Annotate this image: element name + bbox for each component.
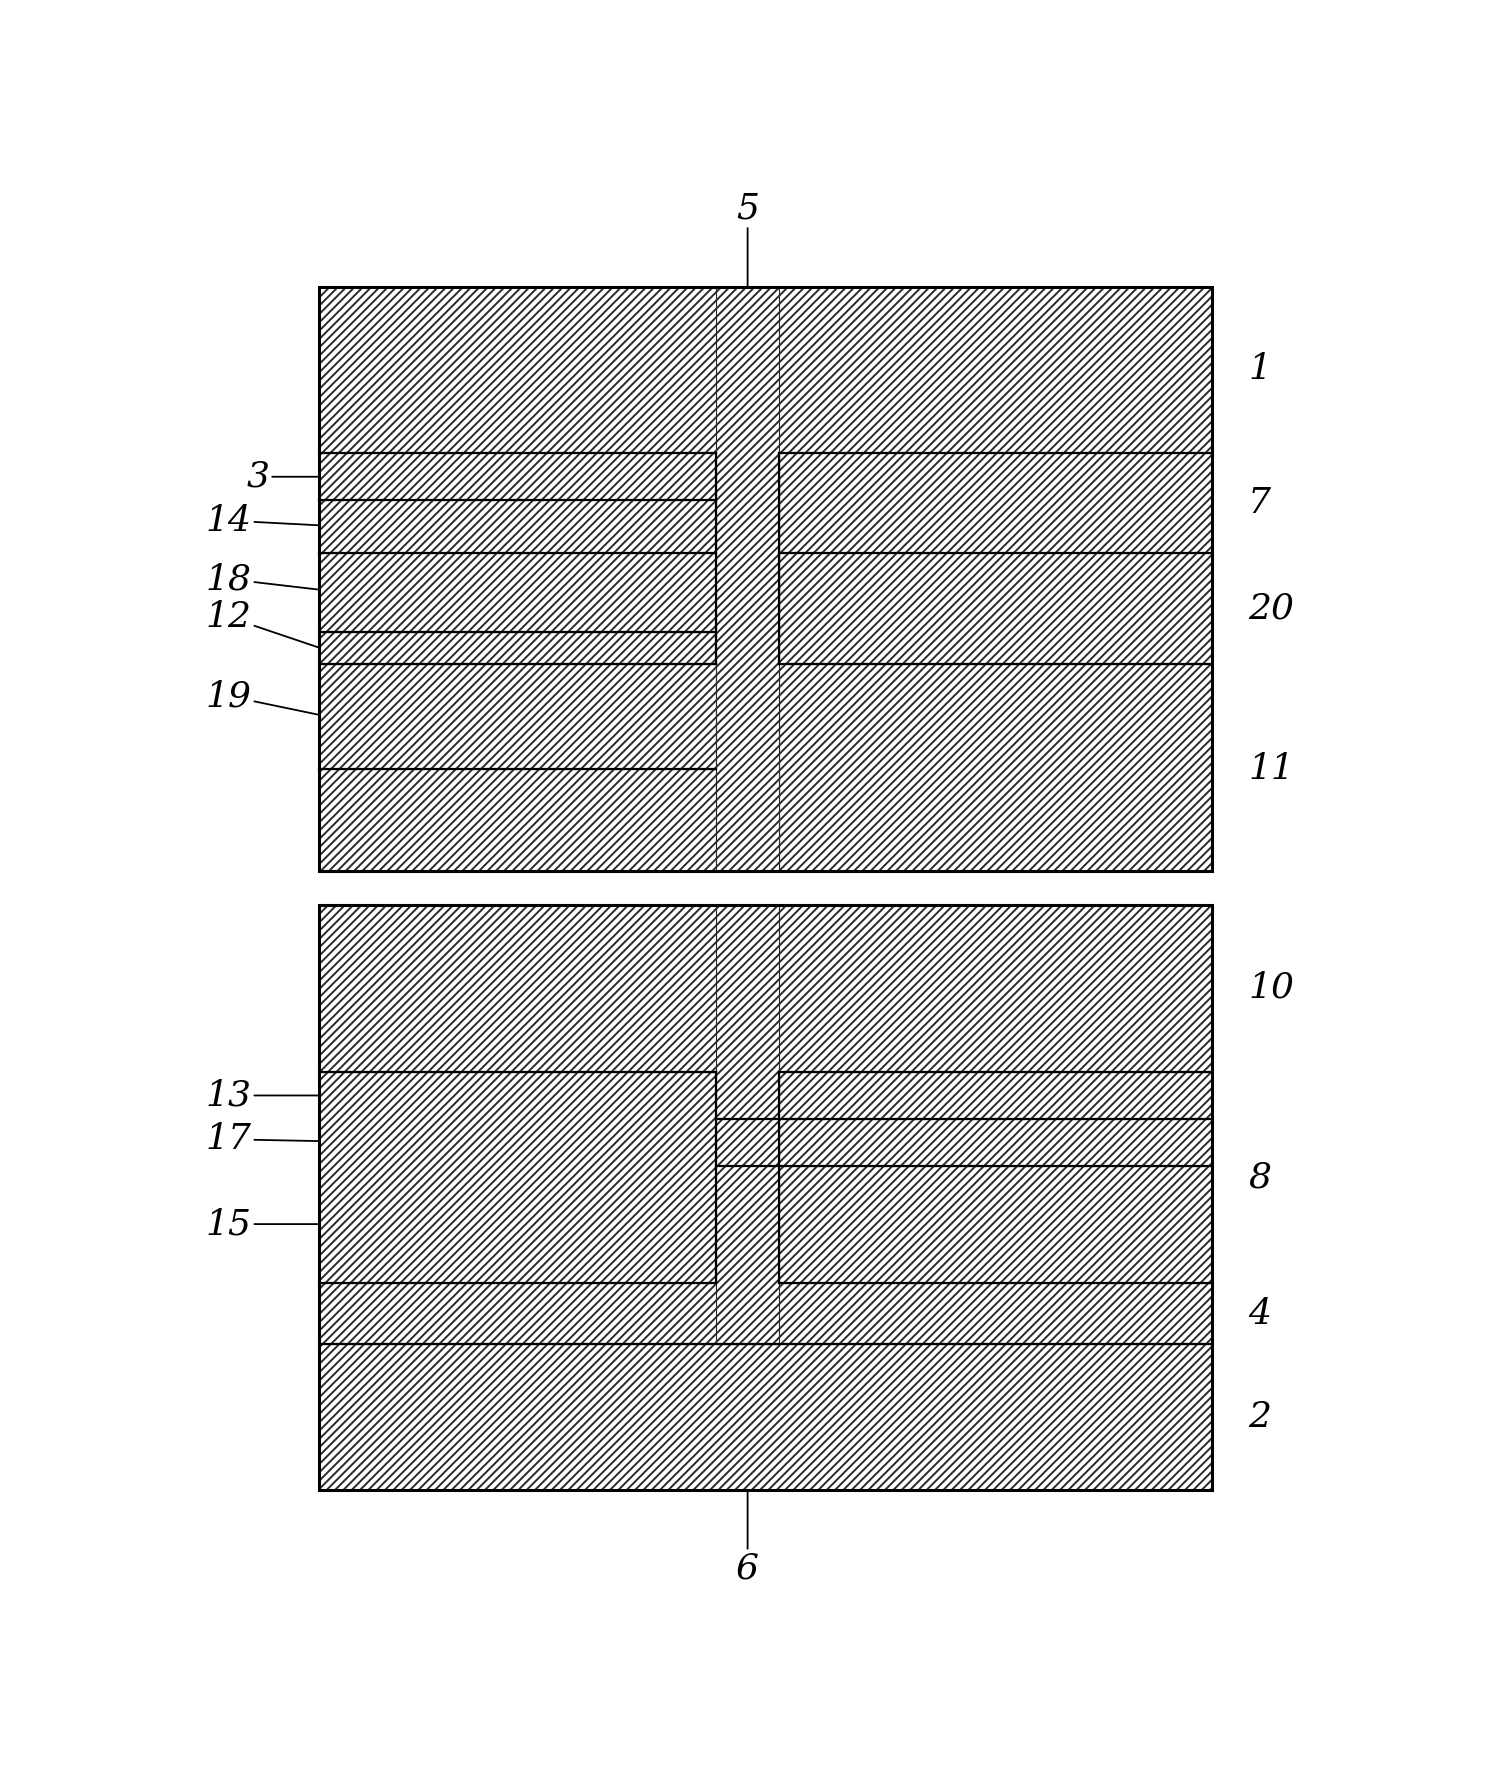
Bar (318, 286, 1213, 871)
Bar (318, 286, 1213, 454)
Text: 4: 4 (1248, 1296, 1271, 1330)
Bar (716, 286, 778, 871)
Bar (318, 1282, 1213, 1344)
Bar (318, 770, 716, 871)
Bar (318, 454, 716, 500)
Bar (778, 454, 1213, 553)
Text: 8: 8 (1248, 1160, 1271, 1194)
Bar (318, 1344, 1213, 1491)
Bar (318, 500, 716, 553)
Bar (318, 1072, 716, 1282)
Bar (716, 1120, 1213, 1166)
Text: 7: 7 (1248, 486, 1271, 519)
Text: 12: 12 (205, 600, 318, 648)
Bar (318, 906, 1213, 1072)
Bar (318, 632, 716, 664)
Text: 17: 17 (205, 1123, 318, 1157)
Bar (778, 664, 1213, 871)
Text: 14: 14 (205, 503, 318, 537)
Bar (778, 553, 1213, 664)
Text: 5: 5 (737, 191, 759, 286)
Bar (716, 1166, 1213, 1282)
Text: 3: 3 (247, 459, 318, 494)
Text: 6: 6 (737, 1491, 759, 1586)
Bar (716, 906, 778, 1344)
Text: 11: 11 (1248, 752, 1295, 786)
Text: 18: 18 (205, 562, 318, 597)
Bar (318, 906, 1213, 1491)
Text: 13: 13 (205, 1079, 318, 1113)
Text: 20: 20 (1248, 592, 1295, 625)
Text: 1: 1 (1248, 351, 1271, 385)
Bar (318, 664, 716, 770)
Text: 19: 19 (205, 678, 318, 715)
Text: 15: 15 (205, 1208, 318, 1241)
Bar (716, 1072, 1213, 1120)
Bar (318, 553, 716, 632)
Text: 10: 10 (1248, 970, 1295, 1005)
Text: 2: 2 (1248, 1400, 1271, 1434)
